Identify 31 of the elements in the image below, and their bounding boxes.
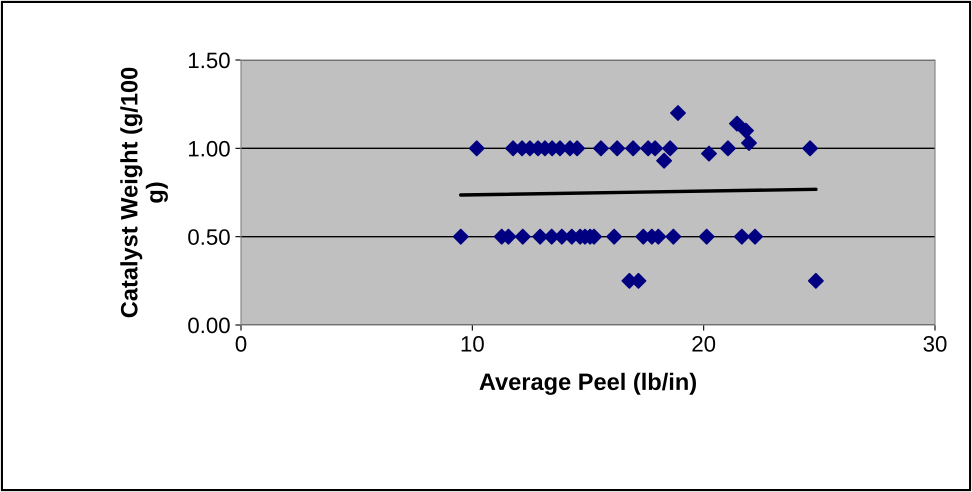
point: [662, 140, 678, 156]
point: [734, 228, 750, 245]
point: [670, 105, 686, 121]
point: [808, 272, 824, 289]
point: [665, 228, 682, 245]
point: [592, 140, 609, 156]
y-tick-label: 0.50: [188, 229, 230, 245]
point: [609, 140, 626, 156]
y-tick-label: 0.00: [188, 318, 230, 334]
point: [747, 228, 763, 245]
point: [514, 228, 531, 245]
point: [656, 152, 672, 169]
point: [720, 140, 736, 156]
y-tick-label: 1.50: [189, 52, 230, 68]
point: [468, 140, 485, 156]
x-axis-title: Average Peel (lb/in): [479, 372, 696, 395]
point: [606, 228, 622, 245]
x-tick-label: 10: [462, 336, 484, 352]
point: [741, 135, 757, 152]
point: [698, 228, 715, 245]
x-tick-label: 30: [923, 336, 946, 352]
point: [701, 146, 717, 162]
x-tick-label: 0: [236, 336, 246, 352]
point: [729, 116, 745, 132]
point: [738, 122, 754, 139]
point: [802, 140, 818, 156]
point: [452, 228, 469, 245]
y-axis-title: Catalyst Weight (g/100 g): [120, 68, 168, 318]
x-tick-label: 20: [692, 336, 716, 352]
point: [625, 140, 642, 156]
y-tick-label: 1.00: [189, 140, 230, 157]
